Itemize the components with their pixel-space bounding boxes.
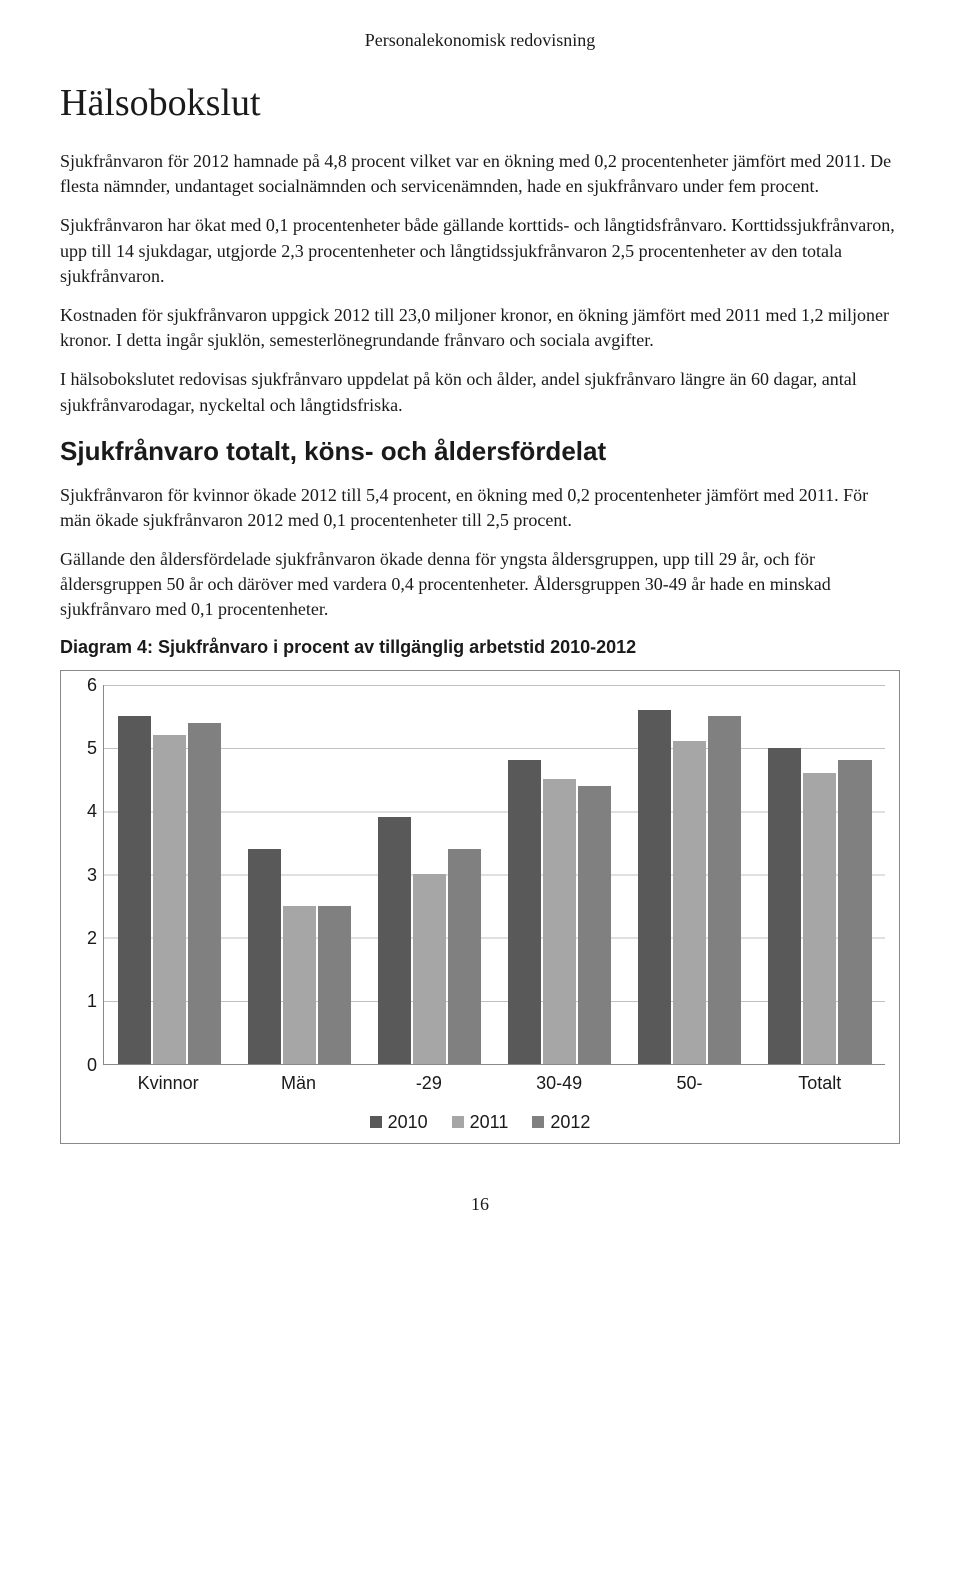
diagram-title: Diagram 4: Sjukfrånvaro i procent av til…	[60, 637, 900, 658]
legend-item: 2012	[532, 1112, 590, 1133]
bar	[803, 773, 836, 1064]
bar	[838, 760, 871, 1063]
bar	[578, 786, 611, 1064]
chart-container: 6543210 KvinnorMän-2930-4950-Totalt 2010…	[60, 670, 900, 1144]
bar	[638, 710, 671, 1064]
body-paragraph: Sjukfrånvaron har ökat med 0,1 procenten…	[60, 213, 900, 289]
bar	[318, 906, 351, 1064]
bar	[768, 748, 801, 1064]
x-tick-label: Kvinnor	[103, 1073, 233, 1094]
x-tick-label: 50-	[624, 1073, 754, 1094]
chart-plot	[103, 685, 885, 1065]
x-tick-label: 30-49	[494, 1073, 624, 1094]
bar	[248, 849, 281, 1064]
page-title: Hälsobokslut	[60, 81, 900, 125]
bar-group	[104, 685, 234, 1064]
bar-group	[755, 685, 885, 1064]
legend-label: 2011	[470, 1112, 509, 1133]
body-paragraph: Kostnaden för sjukfrånvaron uppgick 2012…	[60, 303, 900, 353]
legend-item: 2011	[452, 1112, 509, 1133]
bar	[543, 779, 576, 1063]
page-header: Personalekonomisk redovisning	[60, 30, 900, 51]
x-tick-label: -29	[364, 1073, 494, 1094]
bar	[378, 817, 411, 1063]
bar-group	[234, 685, 364, 1064]
bar	[118, 716, 151, 1063]
bar-group	[495, 685, 625, 1064]
x-tick-label: Män	[233, 1073, 363, 1094]
legend-label: 2010	[388, 1112, 428, 1133]
legend-label: 2012	[550, 1112, 590, 1133]
page-number: 16	[60, 1194, 900, 1215]
chart-area: 6543210	[75, 685, 885, 1065]
bar	[283, 906, 316, 1064]
body-paragraph: I hälsobokslutet redovisas sjukfrånvaro …	[60, 367, 900, 417]
bar	[673, 741, 706, 1063]
body-paragraph: Sjukfrånvaron för kvinnor ökade 2012 til…	[60, 483, 900, 533]
bar-group	[625, 685, 755, 1064]
legend-item: 2010	[370, 1112, 428, 1133]
bar	[508, 760, 541, 1063]
bar-group	[364, 685, 494, 1064]
chart-x-axis: KvinnorMän-2930-4950-Totalt	[103, 1073, 885, 1094]
body-paragraph: Gällande den åldersfördelade sjukfrånvar…	[60, 547, 900, 623]
section-subtitle: Sjukfrånvaro totalt, köns- och åldersför…	[60, 436, 900, 467]
x-tick-label: Totalt	[755, 1073, 885, 1094]
bar	[188, 723, 221, 1064]
chart-legend: 2010 2011 2012	[75, 1112, 885, 1133]
bar	[153, 735, 186, 1063]
bar	[413, 874, 446, 1064]
bar	[708, 716, 741, 1063]
legend-swatch	[370, 1116, 382, 1128]
chart-y-axis: 6543210	[75, 685, 103, 1065]
bar	[448, 849, 481, 1064]
legend-swatch	[532, 1116, 544, 1128]
legend-swatch	[452, 1116, 464, 1128]
body-paragraph: Sjukfrånvaron för 2012 hamnade på 4,8 pr…	[60, 149, 900, 199]
